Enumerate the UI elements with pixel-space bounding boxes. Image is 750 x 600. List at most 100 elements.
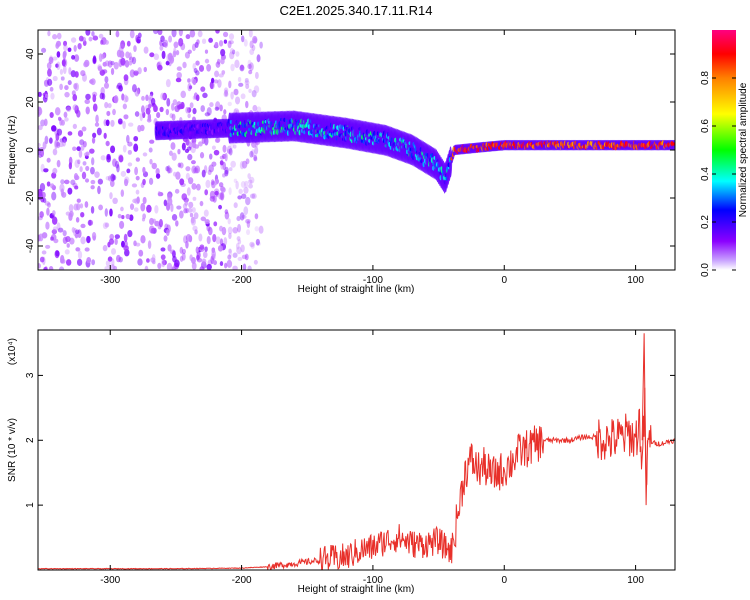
noise-point bbox=[38, 107, 43, 116]
noise-point bbox=[233, 144, 237, 149]
noise-point bbox=[67, 80, 72, 86]
noise-point bbox=[194, 229, 198, 235]
noise-point bbox=[76, 109, 81, 118]
noise-point bbox=[84, 201, 89, 208]
noise-point bbox=[223, 237, 228, 246]
noise-point bbox=[92, 132, 97, 139]
noise-point bbox=[111, 258, 115, 267]
noise-point bbox=[171, 266, 176, 270]
noise-point bbox=[121, 215, 125, 220]
noise-point bbox=[191, 165, 197, 174]
noise-point bbox=[187, 49, 192, 54]
noise-point bbox=[48, 56, 54, 65]
noise-point bbox=[51, 229, 58, 235]
noise-point bbox=[151, 97, 156, 106]
noise-point bbox=[91, 259, 96, 266]
noise-point bbox=[85, 30, 91, 36]
noise-point bbox=[187, 207, 193, 213]
noise-point bbox=[214, 178, 218, 186]
noise-point bbox=[52, 56, 58, 61]
noise-point bbox=[85, 106, 90, 115]
noise-point bbox=[90, 206, 95, 214]
noise-point bbox=[214, 106, 220, 111]
noise-point bbox=[232, 252, 238, 258]
noise-point bbox=[43, 118, 48, 127]
noise-point bbox=[59, 83, 63, 90]
noise-point bbox=[253, 37, 258, 44]
noise-point bbox=[157, 262, 162, 270]
noise-point bbox=[80, 236, 86, 245]
spectrogram-x-ticks: -300 -200 -100 0 100 bbox=[100, 30, 644, 286]
noise-point bbox=[229, 51, 235, 60]
noise-point bbox=[64, 91, 70, 98]
noise-point bbox=[113, 95, 119, 104]
noise-point bbox=[99, 92, 104, 100]
noise-point bbox=[251, 44, 256, 51]
noise-point bbox=[177, 148, 181, 155]
noise-point bbox=[251, 193, 257, 200]
noise-point bbox=[62, 230, 67, 237]
noise-point bbox=[127, 141, 133, 147]
noise-point bbox=[204, 136, 209, 146]
noise-point bbox=[56, 141, 61, 149]
snr-y-axis-title: SNR (10 * v/v) bbox=[7, 418, 18, 482]
noise-point bbox=[220, 187, 226, 193]
noise-point bbox=[189, 254, 193, 261]
noise-point bbox=[77, 130, 84, 137]
x-tick-label: -300 bbox=[100, 575, 120, 586]
snr-y-multiplier: (x10⁴) bbox=[7, 338, 18, 365]
noise-point bbox=[68, 156, 73, 166]
noise-point bbox=[226, 145, 232, 155]
noise-point bbox=[229, 48, 235, 55]
noise-point bbox=[57, 116, 62, 121]
noise-point bbox=[105, 140, 110, 147]
noise-point bbox=[240, 64, 244, 70]
noise-point bbox=[197, 30, 203, 38]
noise-point bbox=[63, 40, 68, 47]
noise-point bbox=[172, 171, 177, 177]
noise-point bbox=[119, 220, 125, 229]
noise-point bbox=[76, 198, 81, 203]
noise-point bbox=[107, 175, 112, 182]
noise-point bbox=[209, 153, 213, 160]
noise-point bbox=[135, 242, 141, 247]
noise-point bbox=[198, 233, 203, 242]
noise-point bbox=[183, 235, 188, 244]
noise-point bbox=[192, 142, 197, 149]
noise-point bbox=[228, 232, 232, 240]
noise-point bbox=[167, 197, 173, 206]
noise-point bbox=[248, 88, 252, 94]
snr-frame bbox=[37, 329, 676, 571]
noise-point bbox=[199, 244, 205, 250]
noise-point bbox=[105, 119, 110, 127]
noise-point bbox=[114, 238, 118, 246]
colorbar-tick-label: 0.4 bbox=[700, 167, 711, 181]
noise-point bbox=[65, 235, 71, 243]
y-tick-label: 0 bbox=[25, 147, 36, 153]
noise-point bbox=[192, 107, 197, 115]
noise-point bbox=[63, 50, 67, 58]
noise-point bbox=[245, 83, 250, 90]
noise-point bbox=[189, 30, 196, 38]
noise-point bbox=[60, 76, 65, 81]
noise-point bbox=[69, 210, 74, 218]
noise-point bbox=[251, 89, 257, 98]
noise-point bbox=[213, 221, 218, 227]
noise-point bbox=[39, 256, 45, 263]
noise-point bbox=[206, 263, 212, 270]
colorbar-label: Normalized spectral amplitude bbox=[738, 82, 749, 217]
noise-point bbox=[215, 137, 221, 143]
y-tick-label: -40 bbox=[25, 238, 36, 253]
noise-point bbox=[149, 158, 153, 165]
noise-point bbox=[74, 175, 80, 181]
noise-point bbox=[64, 249, 70, 255]
colorbar: 0.0 0.2 0.4 0.6 0.8 Normalized spectral ampl… bbox=[700, 30, 749, 277]
noise-point bbox=[135, 175, 140, 181]
noise-point bbox=[151, 162, 157, 170]
noise-point bbox=[127, 229, 133, 238]
noise-point bbox=[123, 245, 129, 252]
noise-point bbox=[233, 178, 238, 183]
noise-point bbox=[227, 218, 231, 225]
noise-point bbox=[47, 30, 51, 37]
noise-point bbox=[176, 205, 182, 210]
